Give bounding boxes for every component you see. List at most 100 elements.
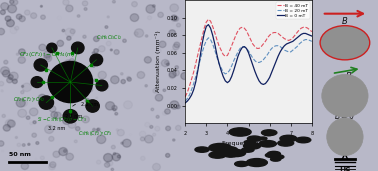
Circle shape: [0, 10, 5, 15]
Circle shape: [15, 136, 17, 139]
Circle shape: [195, 147, 209, 152]
B = 20 mT: [229, 65, 234, 67]
Circle shape: [259, 137, 267, 140]
Circle shape: [90, 54, 103, 66]
Circle shape: [62, 29, 65, 32]
Circle shape: [169, 73, 175, 79]
Circle shape: [65, 60, 71, 66]
Circle shape: [39, 96, 54, 109]
Circle shape: [176, 105, 180, 109]
Circle shape: [53, 151, 60, 157]
Circle shape: [93, 36, 99, 42]
Circle shape: [296, 137, 311, 143]
Circle shape: [135, 29, 144, 37]
Circle shape: [165, 109, 170, 114]
Circle shape: [93, 128, 95, 131]
Ellipse shape: [327, 118, 363, 156]
B = 0 mT: [310, 35, 314, 37]
Circle shape: [111, 145, 115, 149]
Circle shape: [9, 72, 18, 81]
Circle shape: [164, 61, 169, 65]
Circle shape: [217, 146, 238, 154]
B = 40 mT: [211, 25, 215, 27]
B = 40 mT: [229, 45, 234, 47]
Circle shape: [97, 128, 99, 131]
Text: 50 nm: 50 nm: [9, 152, 31, 157]
Circle shape: [15, 26, 19, 30]
B = 20 mT: [261, 59, 266, 61]
Line: B = 40 mT: B = 40 mT: [185, 19, 312, 97]
B = 0 mT: [253, 70, 257, 72]
Circle shape: [18, 109, 26, 117]
Circle shape: [146, 5, 155, 13]
Circle shape: [49, 136, 54, 141]
Circle shape: [130, 14, 139, 22]
Circle shape: [96, 80, 108, 91]
Circle shape: [40, 5, 42, 7]
Ellipse shape: [320, 26, 370, 60]
Circle shape: [113, 153, 116, 155]
Circle shape: [9, 0, 14, 4]
Circle shape: [140, 137, 145, 141]
Circle shape: [105, 85, 108, 88]
Circle shape: [33, 121, 36, 124]
Circle shape: [63, 117, 71, 124]
Circle shape: [5, 16, 11, 21]
Circle shape: [111, 76, 119, 84]
Text: $C_3H_6(CF_2)_7CF_3$: $C_3H_6(CF_2)_7CF_3$: [78, 129, 113, 138]
Circle shape: [57, 40, 64, 47]
Circle shape: [2, 114, 5, 117]
Circle shape: [50, 162, 56, 168]
Circle shape: [47, 43, 57, 52]
Circle shape: [262, 130, 277, 136]
Circle shape: [34, 59, 47, 71]
Circle shape: [152, 5, 155, 7]
Circle shape: [76, 127, 80, 131]
Line: B = 0 mT: B = 0 mT: [185, 25, 312, 103]
Circle shape: [19, 49, 25, 55]
Text: US: US: [339, 167, 351, 171]
Circle shape: [13, 0, 18, 4]
Circle shape: [145, 135, 153, 143]
Circle shape: [247, 136, 262, 141]
Circle shape: [121, 142, 123, 144]
Circle shape: [224, 152, 238, 157]
Circle shape: [105, 102, 115, 110]
Circle shape: [77, 15, 80, 17]
Circle shape: [98, 46, 105, 52]
B = 0 mT: [261, 83, 266, 86]
Text: $Si-C_3H_6(CF_2)_7-CF_3$: $Si-C_3H_6(CF_2)_7-CF_3$: [37, 115, 87, 124]
Circle shape: [111, 168, 114, 171]
Circle shape: [67, 61, 72, 67]
B = 20 mT: [206, 37, 211, 39]
Circle shape: [155, 94, 163, 101]
Circle shape: [227, 149, 246, 157]
Circle shape: [278, 140, 294, 146]
Circle shape: [22, 144, 25, 146]
Circle shape: [64, 150, 67, 152]
Circle shape: [68, 121, 76, 128]
Circle shape: [170, 4, 178, 12]
B = 40 mT: [253, 46, 257, 48]
B = 40 mT: [310, 31, 314, 33]
B = 20 mT: [253, 60, 257, 62]
Circle shape: [21, 91, 24, 94]
Circle shape: [265, 153, 276, 157]
Circle shape: [19, 16, 25, 22]
Circle shape: [151, 108, 154, 111]
Circle shape: [181, 73, 188, 80]
Circle shape: [158, 12, 163, 17]
Circle shape: [280, 135, 297, 142]
Circle shape: [39, 44, 46, 51]
Circle shape: [153, 163, 160, 171]
B = 40 mT: [183, 96, 187, 98]
B = 0 mT: [211, 34, 215, 36]
Circle shape: [86, 100, 99, 112]
Circle shape: [209, 143, 231, 152]
B = 0 mT: [229, 75, 234, 77]
Circle shape: [153, 89, 158, 93]
Circle shape: [3, 124, 10, 131]
Circle shape: [167, 63, 169, 65]
Circle shape: [174, 16, 179, 21]
Circle shape: [7, 77, 12, 83]
